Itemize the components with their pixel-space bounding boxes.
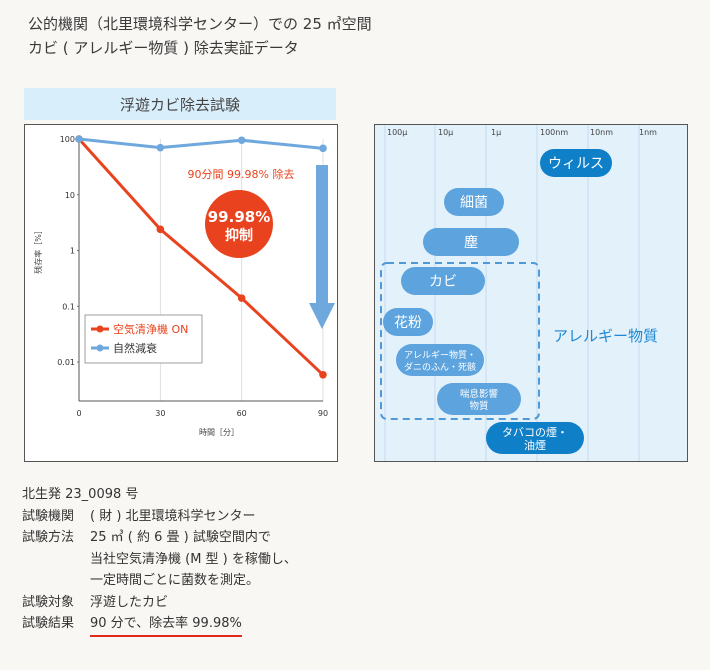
legend-marker-natural: [96, 344, 104, 352]
particle-size-diagram: 100μ 10μ 1μ 100nm 10nm 1nm アレルギー物質 ウィルス …: [375, 125, 687, 461]
size-scale-grid: [384, 125, 640, 461]
badge-line-2: 抑制: [225, 227, 253, 244]
info-row-institution: 試験機関 ( 財 ) 北里環境科学センター: [22, 506, 297, 528]
page-header: 公的機関（北里環境科学センター）での 25 ㎥空間 カビ ( アレルギー物質 )…: [28, 12, 372, 60]
particle-size-panel: 100μ 10μ 1μ 100nm 10nm 1nm アレルギー物質 ウィルス …: [374, 124, 688, 462]
reduction-badge: 99.98% 抑制: [205, 190, 273, 258]
badge-circle: [205, 190, 273, 258]
y-tick-label: 0.01: [57, 358, 75, 367]
info-label: 試験結果: [22, 616, 75, 631]
size-scale-ticks: 100μ 10μ 1μ 100nm 10nm 1nm: [387, 128, 657, 137]
particle-label-line-2: ダニのふん・死骸: [404, 361, 476, 373]
axes: 0 30 60 90 100 10 1 0.1 0.01: [57, 135, 328, 418]
info-value-highlight: 90 分で、除去率 99.98%: [90, 613, 242, 637]
y-tick-label: 1: [70, 247, 75, 256]
particle-pill: [423, 228, 519, 256]
header-line-2: カビ ( アレルギー物質 ) 除去実証データ: [28, 39, 299, 57]
info-value-line: 25 ㎥ ( 約 6 畳 ) 試験空間内で: [90, 530, 271, 545]
info-value: 浮遊したカビ: [90, 594, 169, 610]
header-line-1: 公的機関（北里環境科学センター）での 25 ㎥空間: [28, 15, 372, 33]
legend: 空気清浄機 ON 自然減衰: [84, 314, 203, 364]
chart-panel-title: 浮遊カビ除去試験: [24, 88, 336, 120]
size-tick-label: 10μ: [438, 128, 453, 137]
info-row-target: 試験対象 浮遊したカビ: [22, 592, 297, 614]
info-value-line: 一定時間ごとに菌数を測定。: [90, 573, 260, 588]
particle-label: 細菌: [460, 195, 488, 211]
size-tick-label: 1nm: [639, 128, 657, 137]
mold-removal-chart-panel: 0 30 60 90 100 10 1 0.1 0.01 90分間 99.98% 除去 99.9…: [24, 124, 338, 462]
allergen-group-box: [380, 262, 540, 420]
particle-label-line-1: アレルギー物質・: [404, 349, 476, 361]
particle-pill: [444, 188, 504, 216]
size-tick-label: 10nm: [590, 128, 613, 137]
data-point-purifier-on: [319, 371, 327, 379]
particle-tobacco-smoke: タバコの煙・ 油煙: [486, 422, 584, 454]
y-tick-label: 100: [60, 135, 75, 144]
particle-pill: [401, 267, 485, 295]
x-tick-label: 60: [237, 409, 247, 418]
size-tick-label: 1μ: [491, 128, 501, 137]
particle-mite-allergen: アレルギー物質・ ダニのふん・死骸: [396, 344, 484, 376]
x-axis-label: 時間［分］: [199, 428, 239, 437]
legend-label-on: 空気清浄機 ON: [113, 322, 188, 336]
report-number-text: 北生発 23_0098 号: [22, 487, 139, 502]
annotation-text: 90分間 99.98% 除去: [188, 167, 295, 181]
y-tick-label: 0.1: [62, 302, 75, 311]
info-value-line: 当社空気清浄機 (M 型 ) を稼働し、: [90, 551, 297, 567]
data-point-natural-decay: [156, 143, 165, 152]
x-tick-label: 90: [318, 409, 328, 418]
particle-pill: [396, 344, 484, 376]
particle-label: ウィルス: [548, 156, 604, 172]
test-info: 北生発 23_0098 号 試験機関 ( 財 ) 北里環境科学センター 試験方法…: [22, 484, 297, 637]
particle-pill: [437, 383, 521, 415]
particle-pollen: 花粉: [383, 308, 433, 336]
particle-bacteria: 細菌: [444, 188, 504, 216]
size-tick-label: 100μ: [387, 128, 407, 137]
y-axis-label: 残存率［%］: [33, 226, 43, 274]
particle-pill: [540, 149, 612, 177]
legend-marker-on: [96, 325, 104, 333]
x-tick-label: 0: [76, 409, 81, 418]
series-line-purifier-on: [77, 137, 325, 376]
particle-label: カビ: [429, 274, 457, 290]
particle-virus: ウィルス: [540, 149, 612, 177]
info-label: 試験対象: [22, 594, 75, 610]
particle-asthma-substance: 喘息影響 物質: [437, 383, 521, 415]
particle-label: 花粉: [394, 315, 422, 331]
x-tick-label: 30: [155, 409, 165, 418]
arrow-head-icon: [309, 303, 335, 329]
particle-pill: [383, 308, 433, 336]
y-tick-label: 10: [65, 191, 75, 200]
data-point-natural-decay: [75, 135, 83, 143]
series-line-natural-decay: [78, 137, 324, 150]
particle-label-line-1: 喘息影響: [460, 388, 499, 400]
particle-label-line-1: タバコの煙・: [502, 426, 568, 439]
particle-label-line-2: 物質: [469, 400, 488, 412]
data-point-purifier-on: [156, 225, 165, 234]
mold-removal-chart: 0 30 60 90 100 10 1 0.1 0.01 90分間 99.98% 除去 99.9…: [33, 135, 335, 437]
badge-line-1: 99.98%: [208, 208, 270, 226]
particle-label: 塵: [464, 234, 478, 251]
info-row-result: 試験結果 90 分で、除去率 99.98%: [22, 613, 297, 637]
data-point-natural-decay: [319, 144, 327, 153]
info-value: ( 財 ) 北里環境科学センター: [90, 508, 256, 524]
decrease-arrow: [309, 165, 335, 329]
data-point-purifier-on: [237, 294, 246, 302]
legend-box: [84, 314, 203, 364]
arrow-shaft: [316, 165, 328, 303]
series: [75, 135, 327, 379]
legend-label-natural: 自然減衰: [113, 341, 157, 355]
size-tick-label: 100nm: [540, 128, 568, 137]
info-row-method: 試験方法 25 ㎥ ( 約 6 畳 ) 試験空間内で 当社空気清浄機 (M 型 …: [22, 527, 297, 592]
info-label: 試験機関: [22, 508, 75, 524]
report-number: 北生発 23_0098 号: [22, 484, 297, 506]
allergen-group-label: アレルギー物質: [553, 327, 658, 345]
particle-pill: [486, 422, 584, 454]
info-value: 25 ㎥ ( 約 6 畳 ) 試験空間内で 当社空気清浄機 (M 型 ) を稼働…: [90, 527, 297, 592]
particle-mold: カビ: [401, 267, 485, 295]
particle-label-line-2: 油煙: [524, 438, 546, 452]
particle-dust: 塵: [423, 228, 519, 256]
info-label: 試験方法: [22, 530, 75, 545]
data-point-natural-decay: [237, 136, 246, 145]
